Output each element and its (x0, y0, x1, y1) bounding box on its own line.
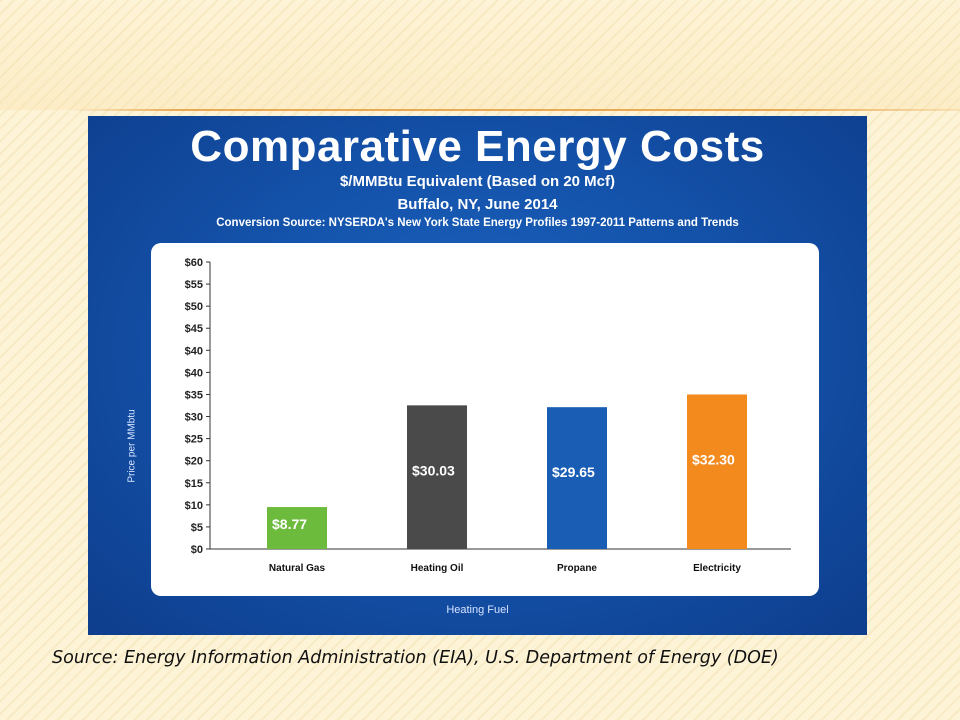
chart-subtitle: $/MMBtu Equivalent (Based on 20 Mcf) (339, 173, 616, 190)
x-category-label: Heating Oil (411, 563, 464, 574)
y-tick-label: $40 (185, 345, 203, 357)
y-tick-label: $15 (185, 478, 203, 490)
top-rule (70, 109, 960, 111)
y-tick-label: $0 (191, 544, 203, 556)
bar-chart: $0 $5 $10 $15 $20 $25 $30 $35 $40 $40 $45 $50 $55 $60… (185, 257, 791, 574)
y-tick-label: $40 (185, 367, 203, 379)
x-axis-label: Heating Fuel (446, 604, 509, 616)
chart-conversion-note: Conversion Source: NYSERDA's New York St… (216, 217, 739, 229)
x-category-label: Propane (557, 563, 597, 574)
y-tick-label: $60 (185, 257, 203, 269)
y-tick-label: $50 (185, 301, 203, 313)
bar-value-label: $8.77 (272, 516, 307, 532)
y-tick-label: $5 (191, 522, 203, 534)
y-tick-label: $25 (185, 434, 203, 446)
bar-value-label: $29.65 (552, 464, 595, 480)
source-citation: Source: Energy Information Administratio… (52, 648, 779, 668)
bar-propane (547, 407, 607, 549)
bar-value-label: $30.03 (412, 462, 455, 478)
chart-title: Comparative Energy Costs (190, 122, 765, 171)
y-tick-label: $35 (185, 389, 203, 401)
bar-electricity (687, 394, 747, 549)
bar-natural-gas (267, 507, 327, 549)
y-tick-label: $55 (185, 279, 203, 291)
y-tick-label: $10 (185, 500, 203, 512)
y-tick-label: $20 (185, 456, 203, 468)
y-tick-label: $30 (185, 412, 203, 424)
y-tick-label: $45 (185, 323, 203, 335)
x-category-label: Electricity (693, 563, 741, 574)
chart-slide-image: Comparative Energy Costs $/MMBtu Equival… (88, 116, 867, 635)
chart-location-date: Buffalo, NY, June 2014 (397, 196, 558, 213)
bar-heating-oil (407, 405, 467, 549)
x-category-label: Natural Gas (269, 563, 326, 574)
bar-value-label: $32.30 (692, 451, 735, 467)
top-band (0, 0, 960, 110)
